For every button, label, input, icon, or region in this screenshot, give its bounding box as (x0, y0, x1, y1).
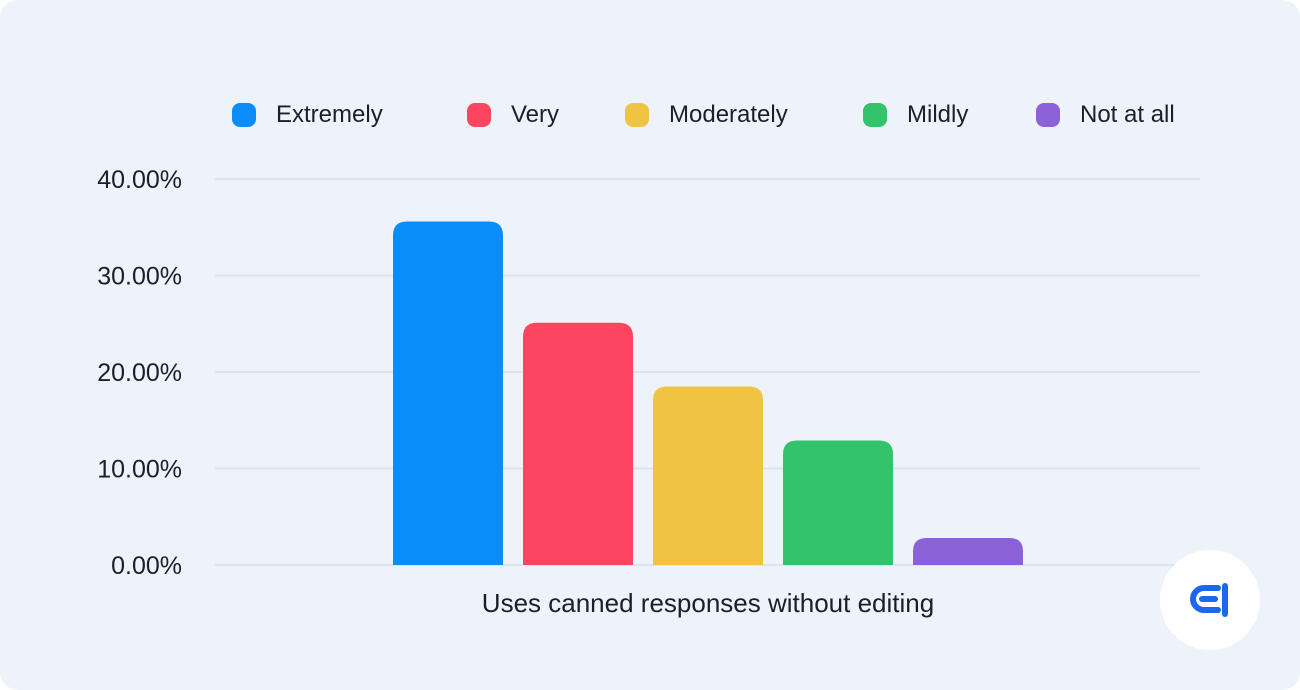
legend-swatch (1036, 103, 1060, 127)
legend-swatch (625, 103, 649, 127)
legend-label: Very (511, 101, 560, 128)
grid-lines (215, 178, 1200, 566)
bar-not-at-all (913, 537, 1023, 565)
legend: Extremely Very Moderately Mildly Not at all (0, 98, 1300, 132)
bar-mildly (783, 440, 893, 565)
legend-swatch (863, 103, 887, 127)
bars (393, 221, 1023, 565)
legend-swatch (467, 103, 491, 127)
x-axis-label: Uses canned responses without editing (482, 588, 934, 618)
legend-label: Mildly (907, 101, 969, 128)
legend-item: Moderately (625, 98, 788, 132)
legend-item: Mildly (863, 98, 968, 132)
bar-very (523, 322, 633, 565)
y-tick-label: 0.00% (111, 552, 182, 580)
y-axis-ticks: 0.00% 10.00% 20.00% 30.00% 40.00% (97, 166, 182, 580)
legend-swatch (232, 103, 256, 127)
bar-moderately (653, 386, 763, 565)
legend-item: Very (467, 98, 559, 132)
y-tick-label: 40.00% (97, 166, 182, 194)
legend-label: Extremely (276, 101, 383, 128)
legend-label: Moderately (669, 101, 788, 128)
legend-label: Not at all (1080, 101, 1175, 128)
legend-item: Extremely (232, 98, 383, 132)
brand-logo-icon (1160, 550, 1260, 650)
bar-extremely (393, 221, 503, 565)
y-tick-label: 10.00% (97, 456, 182, 484)
y-tick-label: 30.00% (97, 263, 182, 291)
legend-item: Not at all (1036, 98, 1175, 132)
y-tick-label: 20.00% (97, 359, 182, 387)
